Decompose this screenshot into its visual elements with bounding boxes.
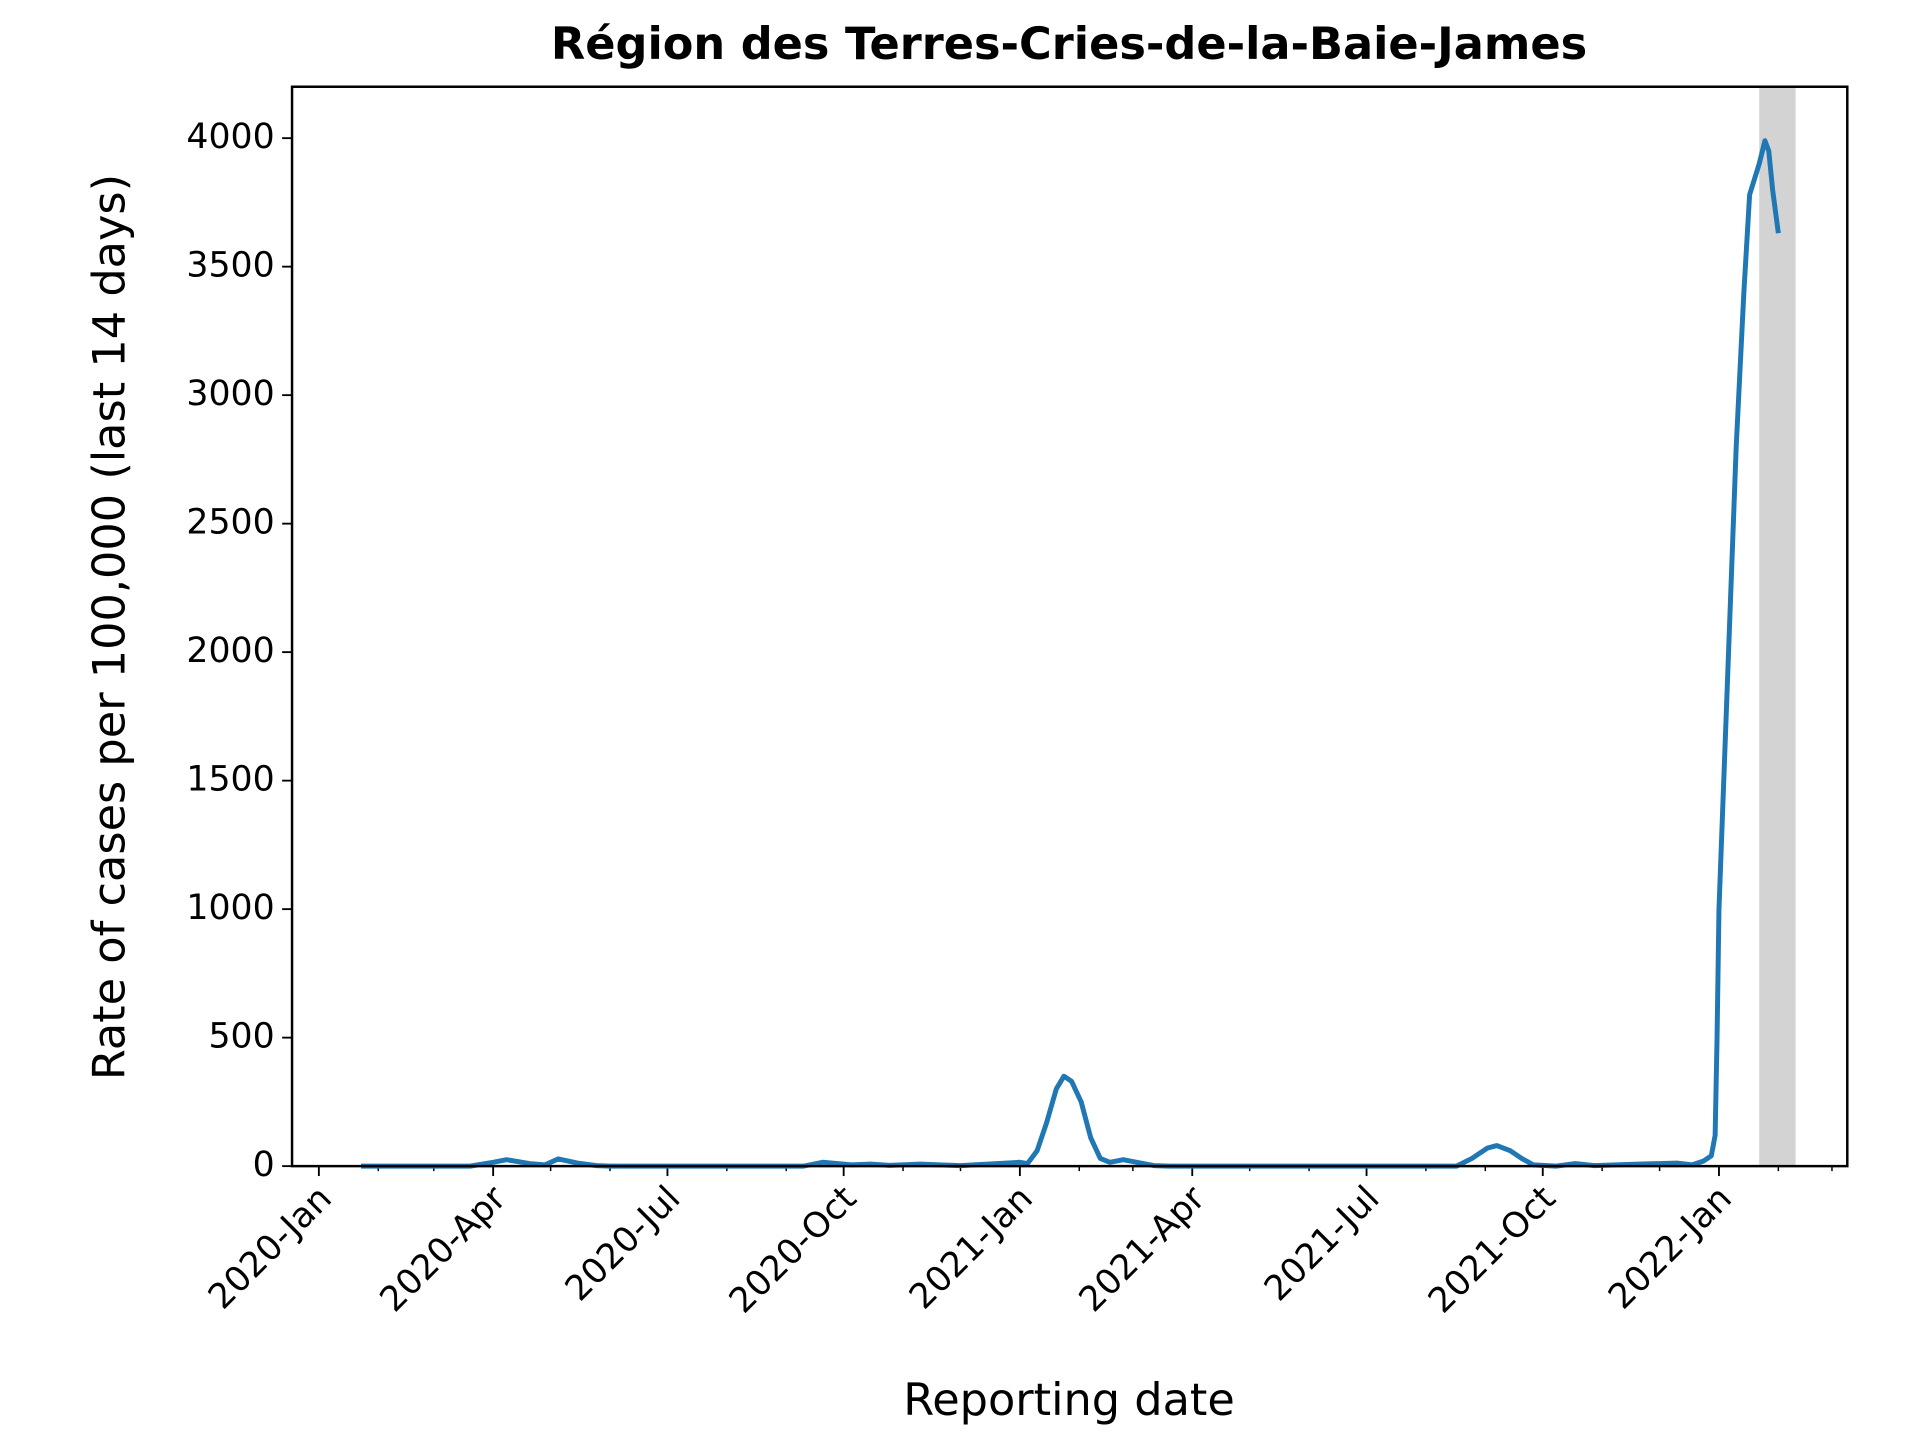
- plot-frame: [290, 85, 1849, 1168]
- y-tick-label: 3500: [186, 246, 274, 286]
- shaded-region: [1759, 86, 1796, 1167]
- y-tick-label: 2000: [186, 631, 274, 671]
- y-axis-label: Rate of cases per 100,000 (last 14 days): [83, 174, 135, 1080]
- chart-title: Région des Terres-Cries-de-la-Baie-James: [551, 18, 1587, 70]
- x-axis-label: Reporting date: [903, 1374, 1235, 1426]
- y-tick-label: 3000: [186, 374, 274, 414]
- y-tick-label: 500: [208, 1017, 274, 1057]
- y-tick-label: 4000: [186, 117, 274, 157]
- y-tick-label: 1000: [186, 888, 274, 928]
- y-tick-label: 2500: [186, 503, 274, 543]
- y-tick-label: 0: [253, 1145, 275, 1185]
- y-tick-label: 1500: [186, 760, 274, 800]
